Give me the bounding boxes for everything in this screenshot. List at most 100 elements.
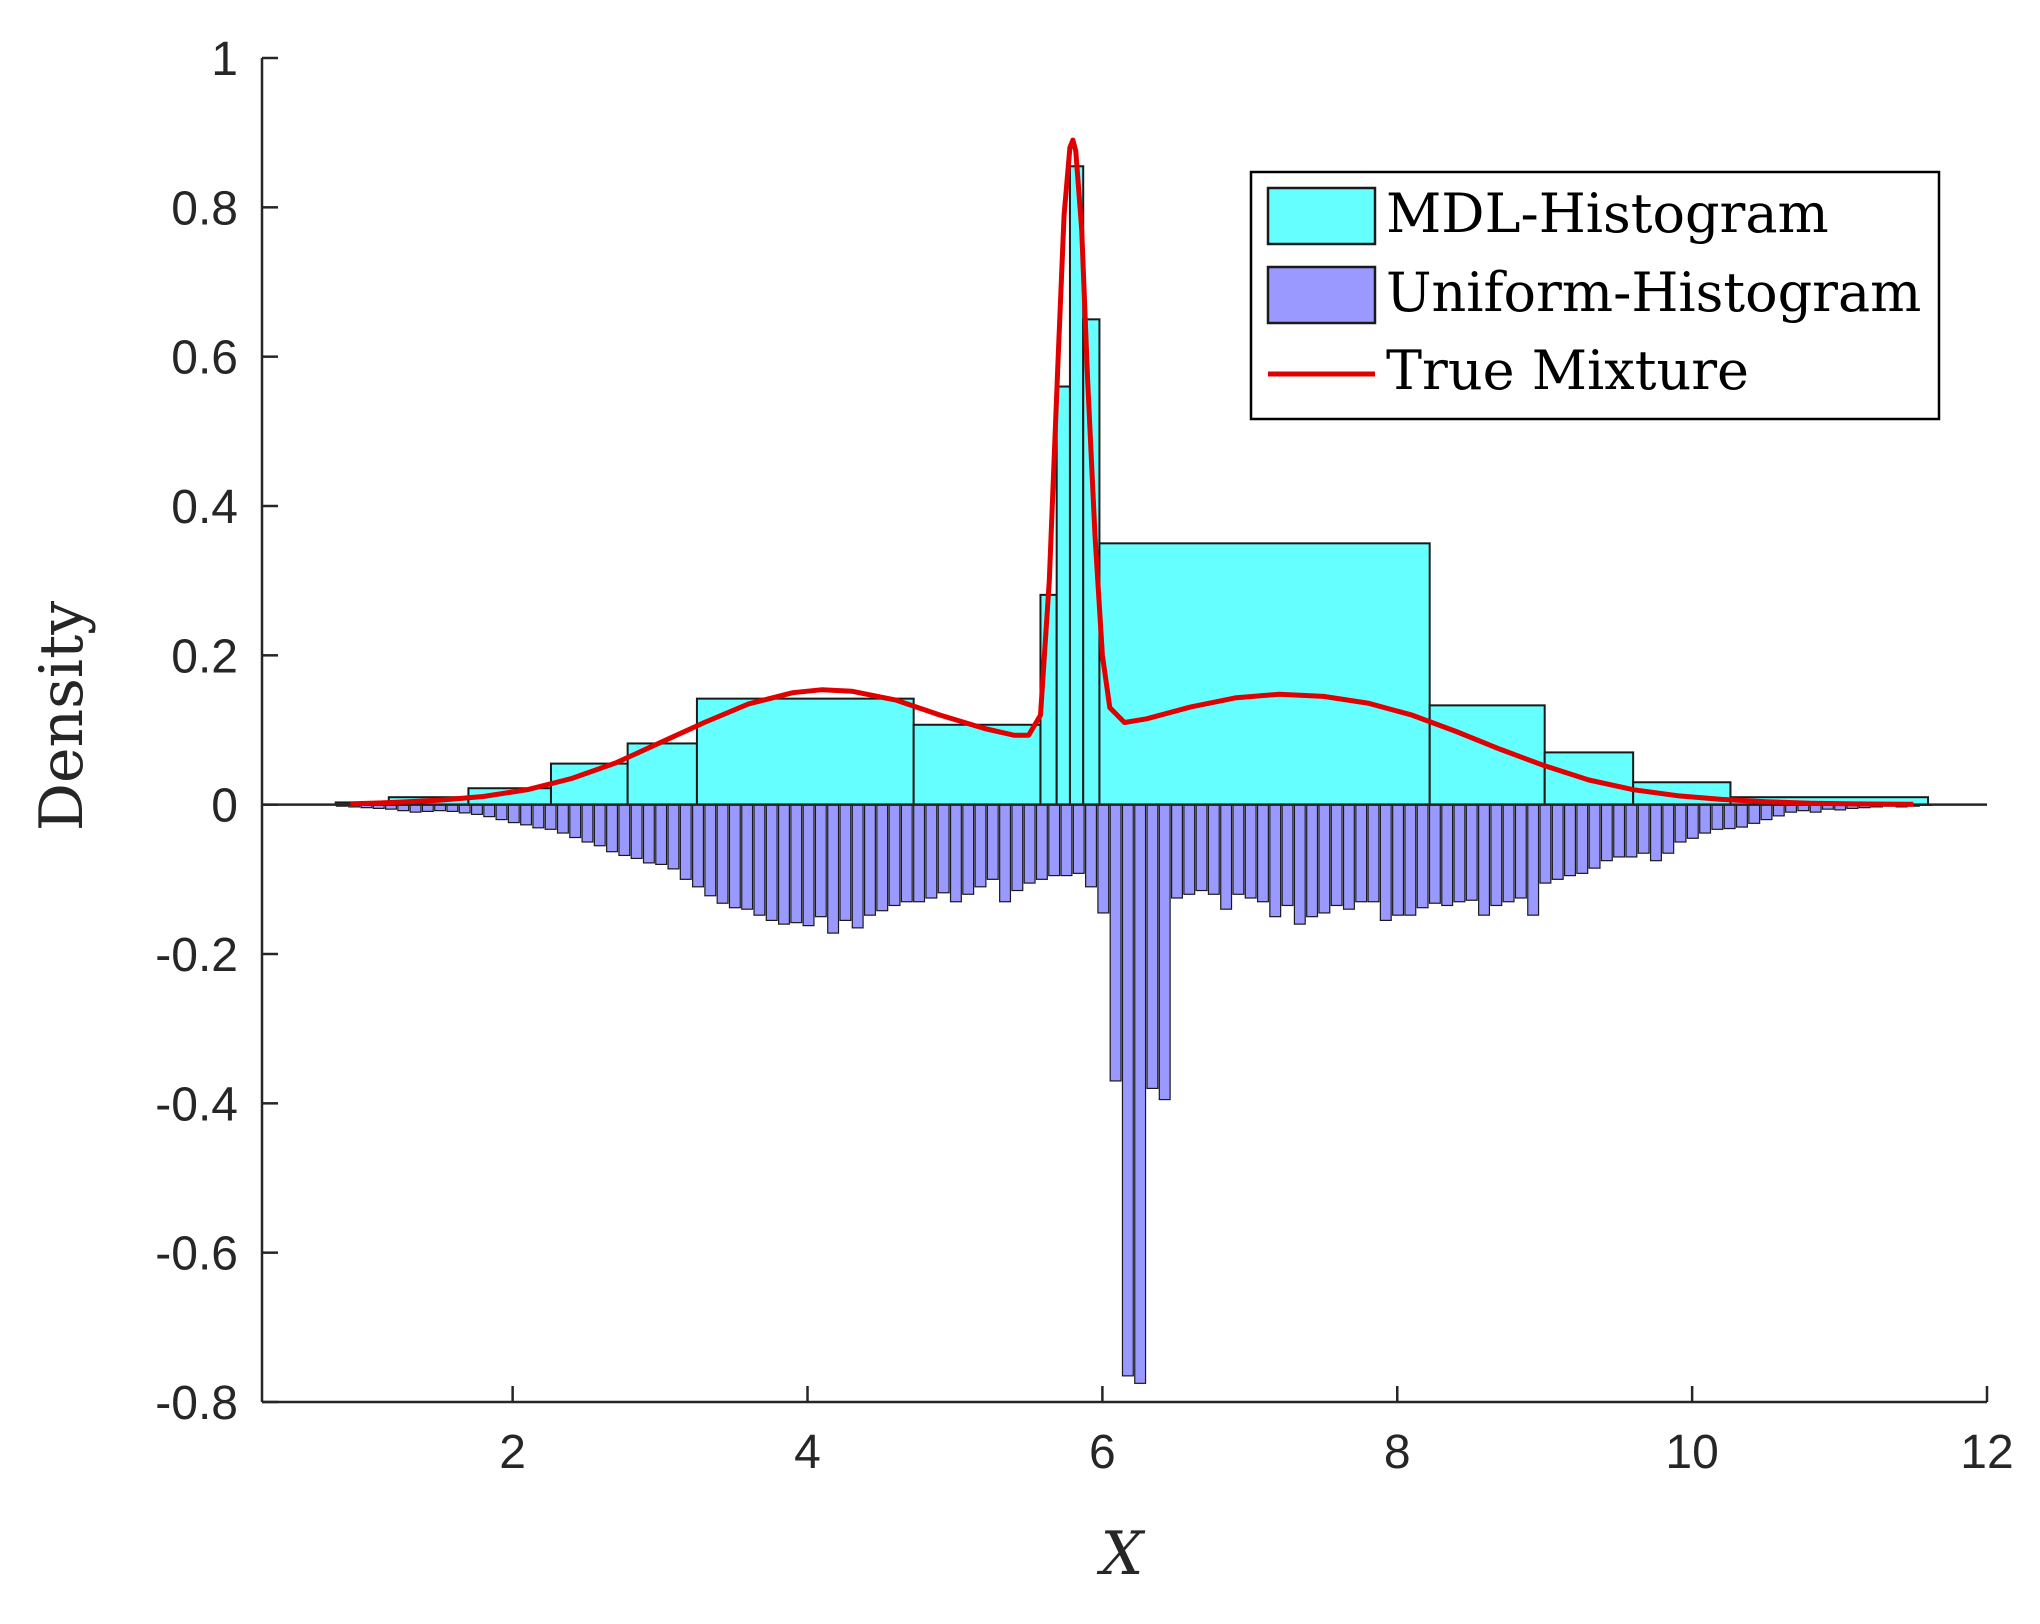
y-tick-label: 0.8 [171,182,238,235]
uniform-bar [1183,804,1196,895]
uniform-bar [876,804,889,912]
uniform-bar [1711,804,1724,830]
y-tick-label: -0.6 [155,1228,238,1281]
uniform-bar [1220,804,1233,910]
uniform-bar [1072,804,1085,874]
mdl-histogram-bars [334,165,1930,806]
mdl-bar [1428,704,1546,806]
uniform-bar [913,804,926,903]
uniform-bar [949,804,962,903]
uniform-bar [520,804,533,826]
uniform-bar [863,804,876,916]
uniform-bar [1134,804,1147,1384]
uniform-bar [1195,804,1208,892]
uniform-bar [593,804,606,847]
uniform-bar [1441,804,1454,907]
uniform-bar [1416,804,1429,909]
uniform-bar [1244,804,1257,899]
y-tick-label: 0.4 [171,481,238,534]
uniform-bar [1490,804,1503,907]
uniform-bar [1613,804,1626,858]
uniform-bar [1478,804,1491,916]
true-mixture-line [350,137,1914,807]
uniform-bar [1772,804,1785,817]
uniform-bar [1035,804,1048,880]
uniform-bar [1465,804,1478,901]
uniform-bar [1576,804,1589,874]
uniform-bar [581,804,594,843]
uniform-bar [1686,804,1699,839]
uniform-bar [1527,804,1540,916]
uniform-bar [974,804,987,888]
uniform-bar [1011,804,1024,892]
y-tick-label: -0.2 [155,929,238,982]
uniform-bar [1330,804,1343,907]
uniform-bar [1514,804,1527,899]
uniform-bar [1097,804,1110,914]
uniform-bar [1318,804,1331,914]
mdl-bar [695,697,915,806]
x-tick-label: 4 [794,1426,821,1479]
uniform-bar [962,804,975,895]
uniform-bar [1735,804,1748,828]
uniform-bar [1699,804,1712,834]
mdl-bar [1055,385,1071,806]
legend: MDL-Histogram Uniform-Histogram True Mix… [1249,170,1941,421]
uniform-bar [1453,804,1466,903]
uniform-bar [839,804,852,922]
uniform-bar [704,804,717,897]
uniform-bar [1563,804,1577,877]
uniform-bar [1146,804,1159,1090]
uniform-bar [1293,804,1306,925]
uniform-bar [655,804,668,866]
uniform-bar [765,804,778,922]
uniform-bar [618,804,631,857]
uniform-bar [1502,804,1515,903]
uniform-bar [642,804,655,864]
uniform-bar [1600,804,1613,862]
uniform-bar [1662,804,1675,854]
uniform-bar [1723,804,1736,830]
uniform-bar [1428,804,1441,904]
uniform-bar [692,804,705,888]
y-tick-label: 0.6 [171,332,238,385]
uniform-histogram-bars [335,804,1933,1384]
uniform-bar [851,804,864,929]
uniform-bar [507,804,520,824]
uniform-bar [937,804,950,894]
uniform-bar [1085,804,1098,888]
uniform-bar [532,804,545,829]
legend-label-mixture: True Mixture [1386,339,1749,402]
axes: -0.8 -0.6 -0.4 -0.2 0 0.2 0.4 0.6 0.8 1 2 4 6 8 10 12 [155,33,2013,1479]
y-tick-label: -0.8 [155,1377,238,1430]
uniform-bar [1355,804,1368,903]
uniform-bar [888,804,901,907]
y-tick-label: -0.4 [155,1078,238,1131]
x-tick-label: 8 [1384,1426,1411,1479]
uniform-bar [1625,804,1638,858]
uniform-bar [1256,804,1269,903]
uniform-bar [679,804,692,880]
uniform-bar [1367,804,1380,903]
uniform-bar [925,804,938,899]
uniform-bar [716,804,729,904]
uniform-bar [1306,804,1319,918]
y-tick-label: 0.2 [171,630,238,683]
x-tick-label: 6 [1089,1426,1116,1479]
uniform-bar [802,804,815,927]
uniform-bar [1060,804,1073,877]
uniform-bar [630,804,643,860]
uniform-bar [827,804,840,934]
uniform-bar [1748,804,1761,824]
uniform-bar [1588,804,1601,869]
uniform-bar [1392,804,1405,916]
uniform-bar [1539,804,1552,884]
uniform-bar [1109,804,1122,1082]
uniform-bar [483,804,496,818]
legend-swatch-uniform [1266,265,1377,325]
mdl-bar [912,723,1042,806]
uniform-bar [728,804,741,909]
uniform-bar [1551,804,1564,880]
uniform-bar [1121,804,1134,1377]
